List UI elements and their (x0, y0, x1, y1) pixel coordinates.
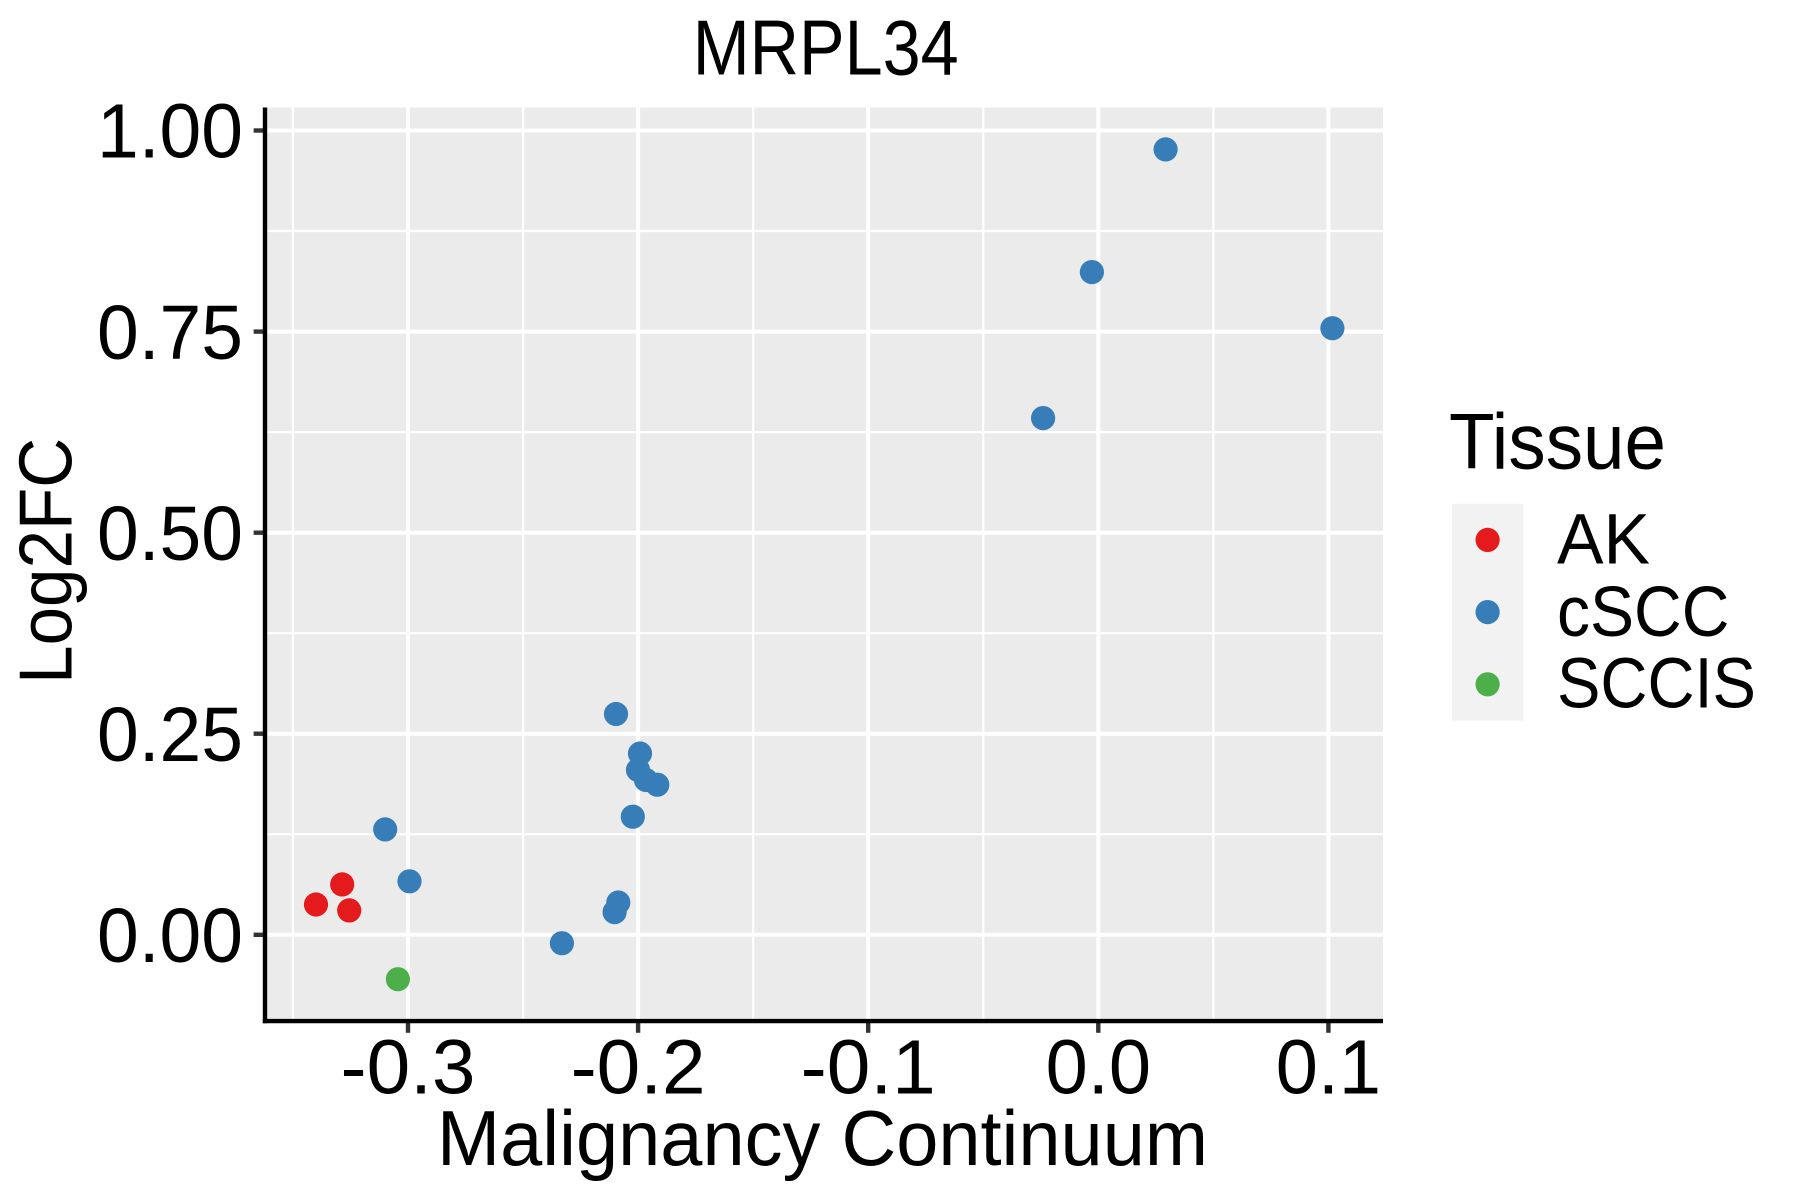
svg-text:cSCC: cSCC (1557, 573, 1729, 652)
svg-text:-0.3: -0.3 (341, 1024, 476, 1110)
svg-text:-0.2: -0.2 (571, 1024, 706, 1110)
svg-text:0.1: 0.1 (1276, 1024, 1381, 1110)
svg-text:-0.1: -0.1 (801, 1024, 936, 1110)
svg-text:0.0: 0.0 (1046, 1024, 1151, 1110)
svg-text:0.25: 0.25 (97, 692, 243, 778)
svg-text:SCCIS: SCCIS (1557, 644, 1756, 723)
svg-text:0.50: 0.50 (97, 491, 243, 577)
svg-text:Tissue: Tissue (1449, 397, 1666, 486)
svg-text:Log2FC: Log2FC (4, 438, 88, 684)
svg-text:0.00: 0.00 (97, 893, 243, 979)
svg-text:1.00: 1.00 (97, 89, 243, 175)
svg-text:MRPL34: MRPL34 (693, 4, 959, 92)
svg-text:Malignancy Continuum: Malignancy Continuum (437, 1094, 1208, 1182)
svg-text:0.75: 0.75 (97, 290, 243, 376)
svg-text:AK: AK (1557, 501, 1650, 580)
